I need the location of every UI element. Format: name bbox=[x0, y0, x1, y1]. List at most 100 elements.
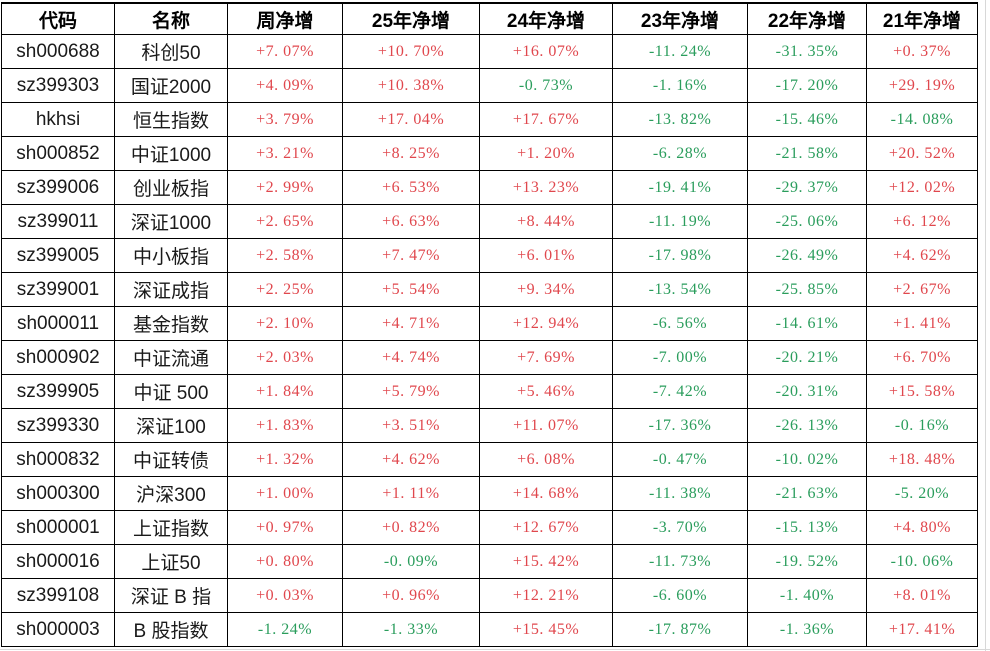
cell-2023-change[interactable]: -3. 70% bbox=[612, 510, 748, 545]
cell-2024-change[interactable]: +8. 44% bbox=[479, 204, 613, 239]
cell-code[interactable]: sh000001 bbox=[1, 510, 115, 545]
cell-2022-change[interactable]: -1. 36% bbox=[747, 612, 867, 647]
column-header-2023[interactable]: 23年净增 bbox=[612, 2, 748, 35]
cell-week-change[interactable]: +1. 32% bbox=[227, 442, 343, 477]
cell-2021-change[interactable]: +12. 02% bbox=[866, 170, 978, 205]
cell-week-change[interactable]: -1. 24% bbox=[227, 612, 343, 647]
cell-week-change[interactable]: +4. 09% bbox=[227, 68, 343, 103]
cell-week-change[interactable]: +0. 03% bbox=[227, 578, 343, 613]
cell-name[interactable]: 深证成指 bbox=[114, 272, 228, 307]
cell-2024-change[interactable]: +9. 34% bbox=[479, 272, 613, 307]
cell-2022-change[interactable]: -15. 13% bbox=[747, 510, 867, 545]
cell-name[interactable]: 科创50 bbox=[114, 34, 228, 69]
cell-2025-change[interactable]: +4. 62% bbox=[342, 442, 480, 477]
cell-2022-change[interactable]: -21. 63% bbox=[747, 476, 867, 511]
cell-2021-change[interactable]: +15. 58% bbox=[866, 374, 978, 409]
cell-week-change[interactable]: +2. 58% bbox=[227, 238, 343, 273]
cell-2025-change[interactable]: -1. 33% bbox=[342, 612, 480, 647]
cell-week-change[interactable]: +2. 25% bbox=[227, 272, 343, 307]
cell-code[interactable]: sz399905 bbox=[1, 374, 115, 409]
cell-2022-change[interactable]: -20. 21% bbox=[747, 340, 867, 375]
cell-code[interactable]: sh000902 bbox=[1, 340, 115, 375]
cell-2021-change[interactable]: +0. 37% bbox=[866, 34, 978, 69]
cell-week-change[interactable]: +2. 65% bbox=[227, 204, 343, 239]
cell-2022-change[interactable]: -25. 85% bbox=[747, 272, 867, 307]
cell-name[interactable]: 中证流通 bbox=[114, 340, 228, 375]
cell-2024-change[interactable]: +17. 67% bbox=[479, 102, 613, 137]
cell-code[interactable]: sh000003 bbox=[1, 612, 115, 647]
cell-2021-change[interactable]: -14. 08% bbox=[866, 102, 978, 137]
cell-week-change[interactable]: +3. 79% bbox=[227, 102, 343, 137]
cell-2024-change[interactable]: +11. 07% bbox=[479, 408, 613, 443]
cell-2025-change[interactable]: +4. 71% bbox=[342, 306, 480, 341]
cell-2022-change[interactable]: -29. 37% bbox=[747, 170, 867, 205]
cell-2024-change[interactable]: +14. 68% bbox=[479, 476, 613, 511]
cell-code[interactable]: sh000852 bbox=[1, 136, 115, 171]
cell-2025-change[interactable]: +17. 04% bbox=[342, 102, 480, 137]
cell-2023-change[interactable]: -17. 87% bbox=[612, 612, 748, 647]
cell-2022-change[interactable]: -1. 40% bbox=[747, 578, 867, 613]
cell-2021-change[interactable]: +8. 01% bbox=[866, 578, 978, 613]
cell-2025-change[interactable]: +4. 74% bbox=[342, 340, 480, 375]
cell-2022-change[interactable]: -31. 35% bbox=[747, 34, 867, 69]
cell-2022-change[interactable]: -25. 06% bbox=[747, 204, 867, 239]
cell-code[interactable]: sz399006 bbox=[1, 170, 115, 205]
cell-code[interactable]: sh000016 bbox=[1, 544, 115, 579]
cell-week-change[interactable]: +1. 83% bbox=[227, 408, 343, 443]
cell-2023-change[interactable]: -6. 56% bbox=[612, 306, 748, 341]
cell-2023-change[interactable]: -7. 42% bbox=[612, 374, 748, 409]
column-header-2024[interactable]: 24年净增 bbox=[479, 2, 613, 35]
cell-2025-change[interactable]: +5. 54% bbox=[342, 272, 480, 307]
cell-2021-change[interactable]: +2. 67% bbox=[866, 272, 978, 307]
cell-name[interactable]: 上证指数 bbox=[114, 510, 228, 545]
cell-2023-change[interactable]: -13. 82% bbox=[612, 102, 748, 137]
cell-code[interactable]: sz399330 bbox=[1, 408, 115, 443]
cell-name[interactable]: 恒生指数 bbox=[114, 102, 228, 137]
column-header-2022[interactable]: 22年净增 bbox=[747, 2, 867, 35]
cell-week-change[interactable]: +0. 80% bbox=[227, 544, 343, 579]
cell-2025-change[interactable]: +1. 11% bbox=[342, 476, 480, 511]
cell-2024-change[interactable]: +12. 94% bbox=[479, 306, 613, 341]
cell-2025-change[interactable]: +0. 82% bbox=[342, 510, 480, 545]
cell-2024-change[interactable]: +7. 69% bbox=[479, 340, 613, 375]
cell-2022-change[interactable]: -26. 49% bbox=[747, 238, 867, 273]
cell-2023-change[interactable]: -13. 54% bbox=[612, 272, 748, 307]
column-header-name[interactable]: 名称 bbox=[114, 2, 228, 35]
cell-2024-change[interactable]: +1. 20% bbox=[479, 136, 613, 171]
cell-2021-change[interactable]: -10. 06% bbox=[866, 544, 978, 579]
cell-name[interactable]: 国证2000 bbox=[114, 68, 228, 103]
cell-2022-change[interactable]: -21. 58% bbox=[747, 136, 867, 171]
cell-week-change[interactable]: +2. 03% bbox=[227, 340, 343, 375]
cell-2025-change[interactable]: +7. 47% bbox=[342, 238, 480, 273]
cell-2025-change[interactable]: +8. 25% bbox=[342, 136, 480, 171]
cell-2022-change[interactable]: -20. 31% bbox=[747, 374, 867, 409]
cell-2023-change[interactable]: -11. 38% bbox=[612, 476, 748, 511]
cell-2023-change[interactable]: -0. 47% bbox=[612, 442, 748, 477]
cell-name[interactable]: 创业板指 bbox=[114, 170, 228, 205]
cell-2025-change[interactable]: -0. 09% bbox=[342, 544, 480, 579]
cell-2021-change[interactable]: +20. 52% bbox=[866, 136, 978, 171]
cell-name[interactable]: 中证1000 bbox=[114, 136, 228, 171]
cell-2021-change[interactable]: -5. 20% bbox=[866, 476, 978, 511]
cell-name[interactable]: 中证 500 bbox=[114, 374, 228, 409]
cell-2022-change[interactable]: -17. 20% bbox=[747, 68, 867, 103]
cell-2022-change[interactable]: -14. 61% bbox=[747, 306, 867, 341]
cell-code[interactable]: sh000300 bbox=[1, 476, 115, 511]
column-header-week[interactable]: 周净增 bbox=[227, 2, 343, 35]
cell-2023-change[interactable]: -11. 19% bbox=[612, 204, 748, 239]
cell-2023-change[interactable]: -6. 60% bbox=[612, 578, 748, 613]
column-header-2025[interactable]: 25年净增 bbox=[342, 2, 480, 35]
cell-code[interactable]: hkhsi bbox=[1, 102, 115, 137]
cell-2023-change[interactable]: -1. 16% bbox=[612, 68, 748, 103]
cell-2021-change[interactable]: +6. 70% bbox=[866, 340, 978, 375]
cell-week-change[interactable]: +1. 00% bbox=[227, 476, 343, 511]
cell-2024-change[interactable]: +6. 08% bbox=[479, 442, 613, 477]
cell-2024-change[interactable]: +6. 01% bbox=[479, 238, 613, 273]
cell-2024-change[interactable]: +15. 42% bbox=[479, 544, 613, 579]
cell-code[interactable]: sz399005 bbox=[1, 238, 115, 273]
cell-2023-change[interactable]: -11. 73% bbox=[612, 544, 748, 579]
cell-name[interactable]: 深证1000 bbox=[114, 204, 228, 239]
cell-2025-change[interactable]: +3. 51% bbox=[342, 408, 480, 443]
column-header-2021[interactable]: 21年净增 bbox=[866, 2, 978, 35]
cell-2021-change[interactable]: +29. 19% bbox=[866, 68, 978, 103]
